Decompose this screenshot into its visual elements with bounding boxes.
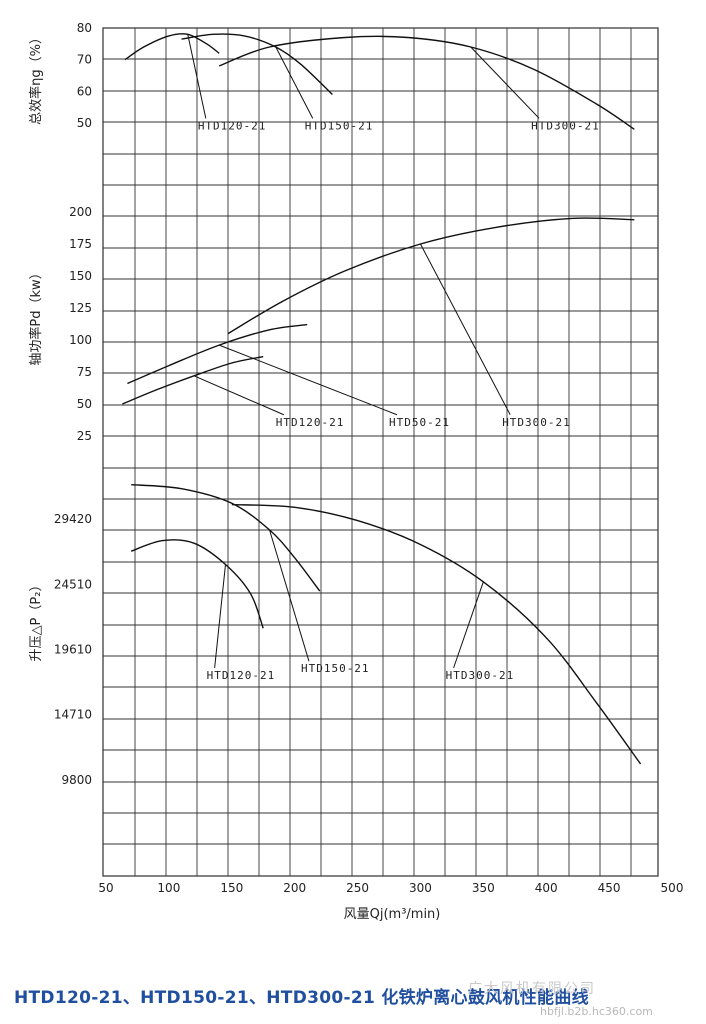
labels-layer: HTD120-21 HTD150-21 HTD300-21 HTD120-21 HTD5… — [198, 119, 600, 682]
y-tick-label-pressure: 9800 — [61, 773, 92, 787]
leader-lines-layer — [187, 34, 540, 669]
y-tick-label-shaft_power: 200 — [69, 205, 92, 219]
curve-label-pressure-htd300-21: HTD300-21 — [446, 669, 515, 682]
curve-efficiency-htd120-21 — [124, 32, 220, 61]
y-tick-label-shaft_power: 50 — [77, 397, 92, 411]
y-tick-label-shaft_power: 75 — [77, 365, 92, 379]
curve-shaft_power-htd50-21 — [127, 323, 308, 385]
chart-caption: HTD120-21、HTD150-21、HTD300-21 化铁炉离心鼓风机性能… — [14, 988, 589, 1008]
y-tick-label-pressure: 19610 — [54, 643, 92, 657]
curve-shaft_power-htd300-21 — [227, 217, 635, 335]
curve-pressure-htd150-21 — [131, 484, 321, 592]
y-tick-label-efficiency: 60 — [77, 84, 92, 98]
leader-line-efficiency-htd300-21 — [470, 46, 540, 119]
curve-efficiency-htd300-21 — [218, 35, 635, 130]
y-tick-label-efficiency: 70 — [77, 53, 92, 67]
curve-efficiency-htd150-21 — [181, 33, 333, 96]
axes-text-layer: 50 60 70 80 总效率ηg（%） 25 50 75 100 125 150 175 200 轴功率… — [28, 21, 683, 922]
y-tick-label-shaft_power: 150 — [69, 269, 92, 283]
y-tick-label-pressure: 24510 — [54, 577, 92, 591]
x-tick-label: 50 — [98, 881, 113, 895]
chart-grid — [102, 27, 659, 877]
y-tick-label-pressure: 29420 — [54, 512, 92, 526]
y-tick-label-efficiency: 80 — [77, 21, 92, 35]
x-tick-label: 350 — [472, 881, 495, 895]
y-tick-label-shaft_power: 25 — [77, 429, 92, 443]
y-tick-label-shaft_power: 125 — [69, 301, 92, 315]
y-axis-label-efficiency: 总效率ηg（%） — [28, 31, 44, 125]
curve-label-shaft_power-htd120-21: HTD120-21 — [276, 416, 345, 429]
x-tick-label: 100 — [157, 881, 180, 895]
x-tick-label: 400 — [535, 881, 558, 895]
leader-line-pressure-htd120-21 — [214, 564, 226, 668]
curve-label-efficiency-htd120-21: HTD120-21 — [198, 119, 267, 132]
x-tick-label: 500 — [661, 881, 684, 895]
leader-line-shaft_power-htd120-21 — [193, 375, 284, 416]
y-tick-label-efficiency: 50 — [77, 116, 92, 130]
curve-pressure-htd120-21 — [130, 539, 264, 629]
x-tick-label: 200 — [283, 881, 306, 895]
x-tick-label: 150 — [220, 881, 243, 895]
curve-label-pressure-htd120-21: HTD120-21 — [207, 669, 276, 682]
leader-line-efficiency-htd120-21 — [187, 34, 207, 119]
leader-line-shaft_power-htd300-21 — [420, 243, 511, 415]
curve-label-efficiency-htd300-21: HTD300-21 — [531, 119, 600, 132]
leader-line-pressure-htd300-21 — [453, 581, 484, 669]
leader-line-shaft_power-htd50-21 — [219, 344, 398, 416]
curve-shaft_power-htd120-21 — [122, 355, 264, 405]
curve-label-efficiency-htd150-21: HTD150-21 — [305, 119, 374, 132]
curves-layer — [122, 32, 642, 765]
x-tick-label: 250 — [346, 881, 369, 895]
curve-label-shaft_power-htd50-21: HTD50-21 — [389, 416, 450, 429]
watermark-url: hbfjl.b2b.hc360.com — [540, 1005, 653, 1018]
y-axis-label-shaft_power: 轴功率Pd（kw） — [28, 266, 44, 365]
y-tick-label-shaft_power: 100 — [69, 333, 92, 347]
curve-pressure-htd300-21 — [231, 503, 642, 765]
curve-label-shaft_power-htd300-21: HTD300-21 — [502, 416, 571, 429]
curve-label-pressure-htd150-21: HTD150-21 — [301, 662, 370, 675]
x-axis-label: 风量Qj(m³/min) — [344, 907, 441, 922]
y-axis-label-pressure: 升压△P（P₂） — [29, 579, 44, 662]
watermark-company: 广大风机有限公司 — [468, 981, 596, 997]
x-tick-label: 300 — [409, 881, 432, 895]
y-tick-label-shaft_power: 175 — [69, 237, 92, 251]
x-tick-label: 450 — [598, 881, 621, 895]
leader-line-pressure-htd150-21 — [269, 529, 310, 662]
leader-line-efficiency-htd150-21 — [275, 46, 314, 119]
y-tick-label-pressure: 14710 — [54, 708, 92, 722]
